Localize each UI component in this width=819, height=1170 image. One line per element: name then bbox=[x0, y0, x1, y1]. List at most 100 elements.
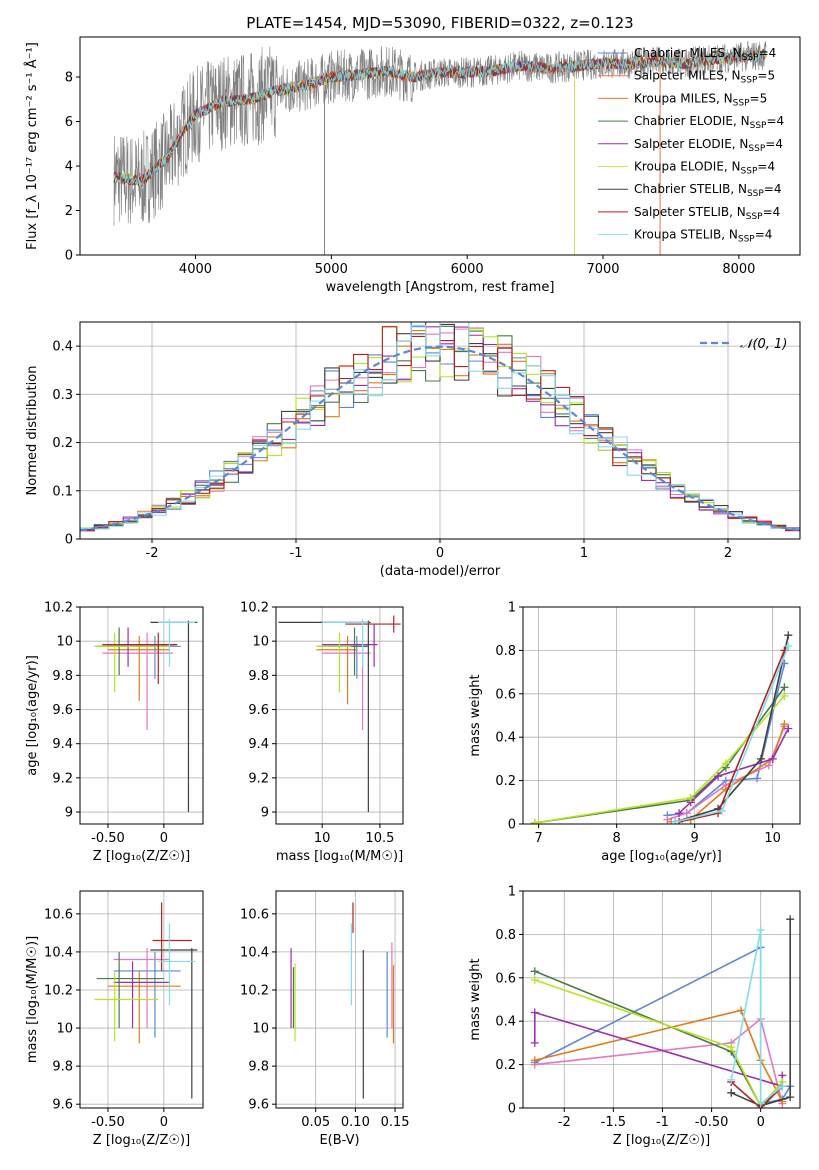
series-marker bbox=[530, 818, 539, 824]
errorbar-point bbox=[107, 627, 176, 667]
y-tick-label: 9 bbox=[261, 806, 269, 821]
series-marker bbox=[768, 754, 777, 763]
y-tick-label: 9.4 bbox=[248, 737, 269, 752]
x-tick-label: 6000 bbox=[451, 262, 484, 277]
y-tick-label: 9.8 bbox=[248, 1060, 269, 1075]
errorbar-point bbox=[316, 636, 369, 679]
axes-frame bbox=[275, 890, 404, 1109]
y-tick-label: 9.2 bbox=[248, 771, 269, 786]
y-axis-label: mass weight bbox=[468, 674, 483, 756]
chart-mass_vs_Z: -0.50 0 9.6 9.8 10 10.2 10.4 10.6 Z [log₁₀(Z/Z☉)… bbox=[25, 890, 204, 1148]
series-line bbox=[730, 919, 791, 1107]
y-tick-label: 10.2 bbox=[44, 983, 73, 998]
y-tick-label: 0 bbox=[65, 249, 73, 264]
legend-sub: SSP bbox=[738, 235, 755, 245]
series-marker bbox=[686, 793, 695, 802]
x-tick-label: 0 bbox=[160, 831, 168, 846]
y-tick-label: 0.8 bbox=[495, 644, 516, 659]
series-line bbox=[534, 695, 785, 824]
errorbar-point bbox=[99, 627, 168, 676]
errorbar-point bbox=[94, 970, 159, 1042]
plot-area bbox=[94, 902, 198, 1099]
y-tick-label: 10.6 bbox=[44, 907, 73, 922]
x-axis-label: Z [log₁₀(Z/Z☉)] bbox=[93, 849, 190, 864]
errorbar-point bbox=[322, 627, 369, 676]
legend-sub: SSP bbox=[748, 144, 765, 154]
x-axis-label: E(B-V) bbox=[319, 1133, 359, 1148]
x-axis-label: (data-model)/error bbox=[380, 564, 501, 579]
y-tick-label: 10.4 bbox=[240, 945, 269, 960]
x-tick-label: -1 bbox=[290, 546, 303, 561]
series-line bbox=[534, 1009, 784, 1102]
series-line bbox=[674, 635, 790, 823]
y-tick-label: 9.2 bbox=[52, 771, 73, 786]
legend: Chabrier MILES, NSSP=4 Salpeter MILES, NS… bbox=[598, 46, 784, 245]
x-axis-label: Z [log₁₀(Z/Z☉)] bbox=[93, 1133, 190, 1148]
y-tick-label: 6 bbox=[65, 115, 73, 130]
x-tick-label: 2 bbox=[724, 546, 732, 561]
plot-area bbox=[530, 915, 795, 1108]
y-axis-label: age [log₁₀(age/yr)] bbox=[25, 655, 40, 776]
x-tick-label: -0.50 bbox=[91, 831, 125, 846]
legend-sub: SSP bbox=[733, 98, 750, 108]
errorbar-point bbox=[113, 948, 170, 1029]
x-tick-label: 7000 bbox=[586, 262, 619, 277]
legend-rest: =5 bbox=[757, 69, 775, 83]
x-tick-label: 4000 bbox=[179, 262, 212, 277]
x-tick-label: -2 bbox=[146, 546, 159, 561]
y-tick-label: 0.2 bbox=[52, 436, 73, 451]
errorbar-point bbox=[322, 624, 378, 667]
x-tick-label: 8 bbox=[612, 831, 620, 846]
series-line bbox=[534, 1017, 784, 1104]
legend-rest: =5 bbox=[750, 91, 768, 105]
errorbar-point bbox=[316, 632, 352, 693]
y-tick-label: 9.6 bbox=[52, 703, 73, 718]
legend-sub: SSP bbox=[750, 121, 767, 131]
series-line bbox=[730, 1081, 783, 1108]
axes-frame bbox=[275, 606, 404, 825]
legend-entry: Chabrier STELIB, NSSP=4 bbox=[634, 182, 782, 199]
series-marker bbox=[780, 691, 789, 700]
series-marker bbox=[786, 1093, 795, 1102]
errorbar-point bbox=[94, 632, 170, 693]
legend-sub: SSP bbox=[741, 76, 758, 86]
errorbar-point bbox=[107, 970, 181, 1044]
y-axis-label: mass [log₁₀(M/M☉)] bbox=[25, 936, 40, 1063]
y-tick-label: 1 bbox=[508, 601, 516, 616]
y-tick-label: 0.2 bbox=[495, 1058, 516, 1073]
x-tick-label: -1 bbox=[656, 1115, 669, 1130]
y-tick-label: 8 bbox=[65, 71, 73, 86]
y-tick-label: 0.4 bbox=[495, 731, 516, 746]
series-marker bbox=[780, 720, 789, 729]
legend-rest: =4 bbox=[765, 137, 783, 151]
y-tick-label: 10 bbox=[56, 635, 73, 650]
series-marker bbox=[756, 926, 765, 935]
series-marker bbox=[778, 1082, 787, 1091]
series-marker bbox=[780, 683, 789, 692]
series-marker bbox=[530, 1038, 539, 1047]
series-marker bbox=[756, 754, 765, 763]
x-tick-label: 0 bbox=[436, 546, 444, 561]
legend-rest: =4 bbox=[755, 228, 773, 242]
legend-entry: Salpeter ELODIE, NSSP=4 bbox=[634, 137, 783, 154]
histogram-series bbox=[80, 322, 800, 530]
legend-sub: SSP bbox=[741, 167, 758, 177]
x-tick-label: -1.5 bbox=[601, 1115, 626, 1130]
series-marker bbox=[714, 772, 723, 781]
series-marker bbox=[682, 809, 691, 818]
errorbar-point bbox=[158, 618, 196, 667]
x-axis-label: age [log₁₀(age/yr)] bbox=[601, 849, 722, 864]
series-marker bbox=[727, 1075, 736, 1084]
x-tick-label: 10 bbox=[764, 831, 781, 846]
y-tick-label: 10.6 bbox=[240, 907, 269, 922]
gaussian-curve bbox=[80, 345, 800, 532]
x-tick-label: 5000 bbox=[315, 262, 348, 277]
x-axis-label: mass [log₁₀(M/M☉)] bbox=[276, 849, 403, 864]
errorbar-point bbox=[96, 951, 164, 1029]
x-tick-label: -0.50 bbox=[91, 1115, 125, 1130]
series-line bbox=[730, 929, 783, 1106]
y-tick-label: 9.4 bbox=[52, 737, 73, 752]
x-tick-label: -0.50 bbox=[695, 1115, 729, 1130]
y-tick-label: 4 bbox=[65, 160, 73, 175]
